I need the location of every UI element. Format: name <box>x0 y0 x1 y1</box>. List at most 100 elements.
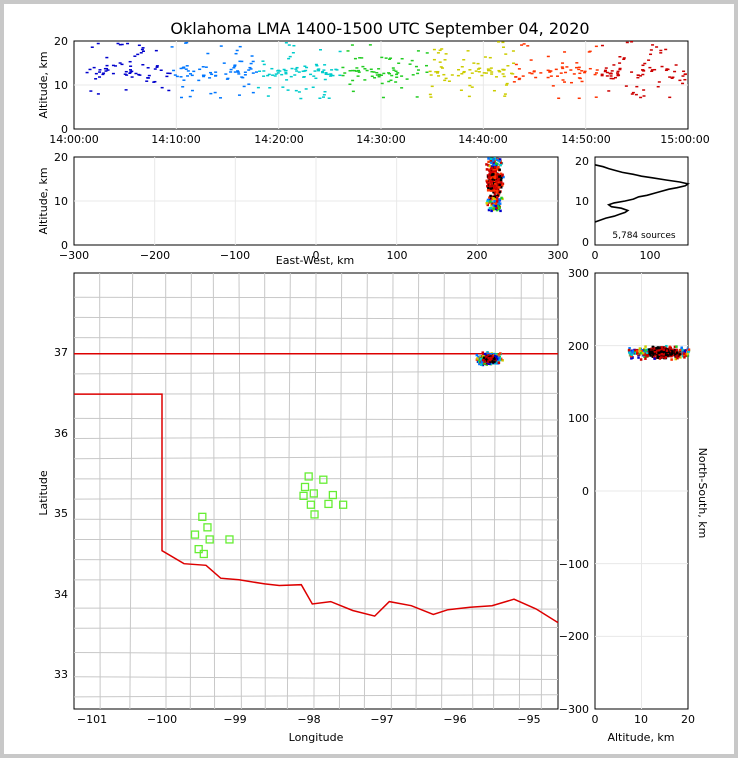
ew-source-point <box>498 202 502 205</box>
th-source-point <box>262 75 266 77</box>
ew-source-point <box>499 161 503 165</box>
th-source-point <box>317 69 321 72</box>
ew-source-point <box>499 178 503 182</box>
ew-source-point <box>498 206 501 210</box>
th-source-point <box>373 77 377 79</box>
th-source-point <box>428 93 432 96</box>
ew-source-point <box>495 195 499 199</box>
lma-station-marker <box>338 500 348 509</box>
plan-source-point <box>489 356 493 360</box>
ns-source-point <box>675 355 678 358</box>
ns-source-point <box>675 351 679 354</box>
th-source-point <box>130 76 134 78</box>
th-source-point <box>153 68 157 70</box>
ew-source-point <box>489 184 492 188</box>
chart-title: Oklahoma LMA 1400-1500 UTC September 04,… <box>170 19 589 38</box>
th-source-point <box>129 65 133 67</box>
th-source-point <box>256 86 260 89</box>
th-source-point <box>370 75 374 78</box>
th-source-point <box>204 66 208 68</box>
ns-source-point <box>670 352 674 355</box>
th-source-point <box>154 49 158 52</box>
th-source-point <box>266 74 270 77</box>
th-source-point <box>287 57 291 60</box>
th-source-point <box>389 79 393 82</box>
th-source-point <box>365 69 369 72</box>
th-source-point <box>323 90 327 93</box>
th-source-point <box>273 75 277 77</box>
th-source-point <box>618 68 622 71</box>
ns-ylabel: North-South, km <box>696 448 709 539</box>
plan-source-point <box>493 359 496 362</box>
th-source-point <box>480 74 484 77</box>
ns-source-point <box>636 349 639 353</box>
th-source-point <box>616 72 620 74</box>
ew-source-point <box>497 201 501 204</box>
ns-source-point <box>675 345 678 348</box>
ns-source-point <box>658 353 661 356</box>
ns-source-point <box>641 351 645 355</box>
th-source-point <box>179 67 183 70</box>
ew-source-point <box>493 163 496 167</box>
ew-source-point <box>490 201 494 204</box>
ew-source-point <box>498 160 501 163</box>
ew-source-point <box>494 188 497 192</box>
th-source-point <box>563 51 567 53</box>
th-source-point <box>425 52 429 54</box>
th-source-point <box>130 70 134 73</box>
th-source-point <box>343 72 347 74</box>
th-source-point <box>234 52 238 55</box>
plan-source-point <box>478 358 481 362</box>
th-source-point <box>521 75 525 77</box>
th-ytick-2: 20 <box>54 35 68 48</box>
ew-source-point <box>500 176 503 180</box>
ns-source-point <box>656 355 660 358</box>
plan-source-point <box>483 360 487 363</box>
th-source-point <box>358 57 362 59</box>
th-source-point <box>618 62 622 64</box>
th-source-point <box>175 75 179 78</box>
th-source-point <box>360 57 364 59</box>
th-source-point <box>208 71 212 74</box>
th-source-point <box>395 76 399 78</box>
th-source-point <box>438 49 442 52</box>
th-source-point <box>155 65 159 67</box>
plan-ytick-3: 36 <box>54 427 68 440</box>
th-source-point <box>489 67 493 69</box>
th-source-point <box>486 69 490 72</box>
th-source-point <box>293 74 297 76</box>
th-source-point <box>616 70 620 73</box>
th-source-point <box>375 74 379 76</box>
th-source-point <box>488 69 492 72</box>
county-line <box>313 272 317 710</box>
plan-source-point <box>494 354 497 358</box>
th-source-point <box>390 74 394 77</box>
th-source-point <box>388 72 392 75</box>
ns-source-point <box>680 348 683 351</box>
ns-source-point <box>687 350 690 353</box>
th-source-point <box>514 76 518 78</box>
ew-source-point <box>500 196 503 200</box>
th-source-point <box>391 67 395 69</box>
th-source-point <box>280 73 284 76</box>
ew-source-point <box>499 182 503 185</box>
th-source-point <box>410 59 414 62</box>
th-source-point <box>436 52 440 54</box>
th-source-point <box>288 55 292 58</box>
th-source-point <box>129 71 133 73</box>
county-line <box>363 272 368 710</box>
th-source-point <box>136 53 140 56</box>
th-source-point <box>639 75 643 77</box>
ns-source-point <box>660 346 664 349</box>
th-source-point <box>622 57 626 59</box>
th-source-point <box>600 73 604 76</box>
county-line <box>73 496 559 500</box>
county-line <box>73 607 559 610</box>
th-source-point <box>522 43 526 45</box>
ns-source-point <box>679 356 682 359</box>
th-xtick-1: 14:10:00 <box>151 133 200 146</box>
ns-source-point <box>645 352 649 355</box>
th-source-point <box>201 66 205 68</box>
ew-source-point <box>494 187 498 190</box>
lma-station-marker <box>194 544 203 554</box>
